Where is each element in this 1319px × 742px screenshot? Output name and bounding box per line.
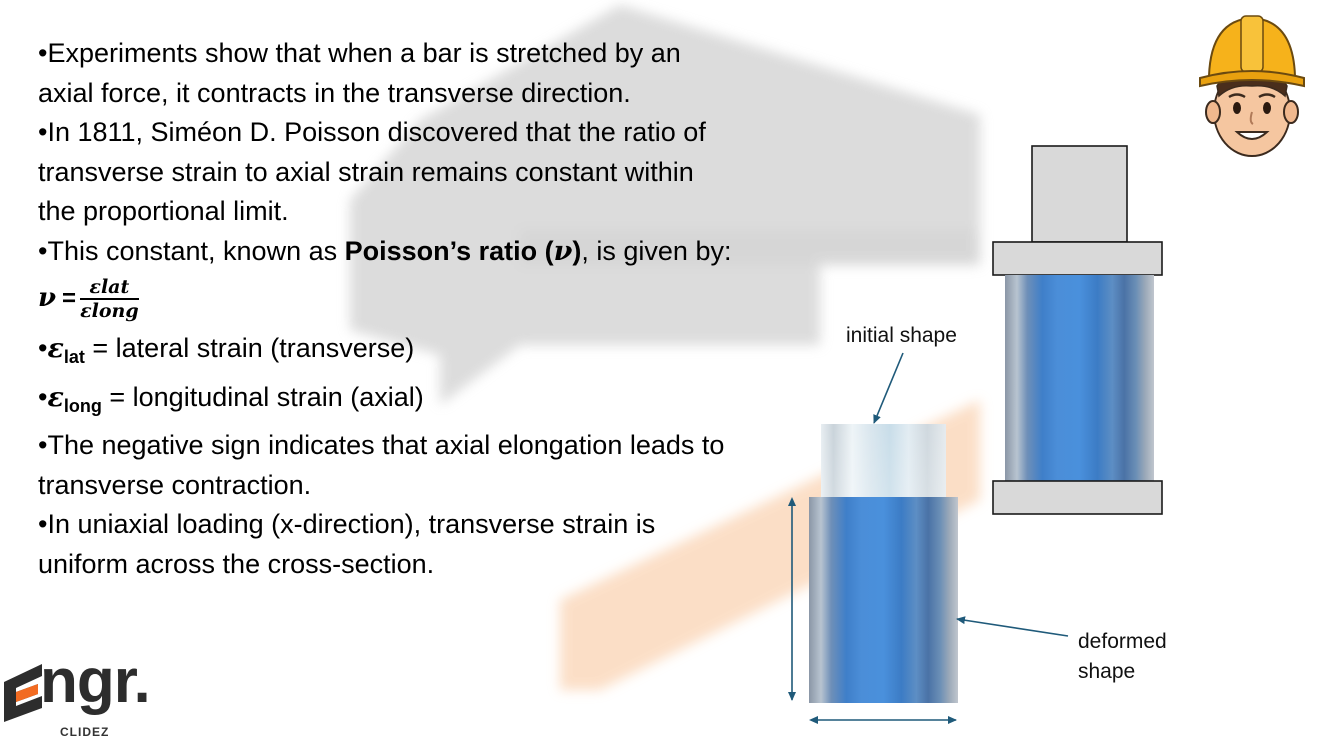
formula-numerator: εlat (89, 276, 129, 298)
logo-e-mark-icon (4, 664, 42, 722)
formula-numerator-symbol: ε (89, 276, 101, 299)
definition-lateral-symbol: ε (47, 333, 64, 364)
label-deformed-line1: deformed (1078, 630, 1167, 653)
definition-longitudinal-symbol: ε (47, 381, 64, 413)
nu-symbol: ν (553, 235, 573, 267)
bullet-negative-sign-line1: •The negative sign indicates that axial … (38, 430, 725, 460)
test-fixture (992, 145, 1163, 515)
deformed-shape-bar (809, 497, 958, 703)
definition-lateral-text: = lateral strain (transverse) (84, 333, 415, 363)
brand-logo: ngr. CLIDEZ (0, 647, 175, 742)
initial-shape-pointer (873, 352, 904, 424)
poissons-ratio-label: Poisson’s ratio ( (344, 235, 554, 266)
fixture-top-plate (992, 241, 1163, 276)
fixture-top-block (1031, 145, 1128, 243)
fixture-bottom-plate (992, 480, 1163, 515)
bullet-uniaxial-line1: •In uniaxial loading (x-direction), tran… (38, 509, 656, 539)
bullet-constant: •This constant, known as Poisson’s ratio… (38, 232, 798, 272)
fixture-specimen-bar (1005, 275, 1154, 481)
label-deformed-line2: shape (1078, 660, 1136, 683)
formula-fraction: εlat εlong (80, 276, 139, 322)
definition-longitudinal-text: = longitudinal strain (axial) (101, 381, 424, 412)
formula-equals: = (62, 285, 77, 313)
deformed-shape-pointer (956, 616, 1069, 637)
bullet-negative-sign-line2: transverse contraction. (38, 469, 312, 500)
formula-denominator-sub: long (91, 299, 139, 322)
definition-lateral-bullet: • (38, 333, 48, 363)
formula-denominator-symbol: ε (80, 299, 92, 322)
slide-body: •Experiments show that when a bar is str… (38, 34, 798, 584)
poissons-ratio-close: ) (572, 235, 582, 266)
formula-lhs: ν (38, 283, 57, 314)
bullet-poisson-line3: the proportional limit. (38, 196, 289, 226)
bullet-poisson-line1: •In 1811, Siméon D. Poisson discovered t… (38, 117, 706, 147)
definition-lateral-sub: lat (63, 347, 85, 367)
formula-numerator-sub: lat (100, 276, 130, 299)
bullet-experiments-line1: •Experiments show that when a bar is str… (38, 38, 681, 68)
definition-longitudinal-bullet: • (38, 381, 48, 412)
fraction-bar (80, 298, 139, 300)
poissons-ratio-term: Poisson’s ratio (ν) (344, 235, 582, 267)
bullet-poisson-line2: transverse strain to axial strain remain… (38, 156, 694, 187)
engineer-avatar-icon (1199, 15, 1305, 157)
definition-longitudinal-sub: long (63, 395, 102, 416)
label-initial-shape: initial shape (846, 324, 957, 347)
logo-subtext: CLIDEZ (60, 725, 110, 739)
formula-denominator: εlong (80, 300, 139, 322)
bullet-experiments-line2: axial force, it contracts in the transve… (38, 77, 631, 108)
logo-wordmark: ngr. (40, 647, 151, 716)
bullet-uniaxial-line2: uniform across the cross-section. (38, 548, 435, 579)
poisson-formula: ν = εlat εlong (38, 273, 798, 325)
definition-lateral: •εlat = lateral strain (transverse) (38, 329, 798, 378)
definition-longitudinal: •εlong = longitudinal strain (axial) (38, 378, 798, 427)
bullet-constant-post: , is given by: (581, 235, 732, 266)
bullet-constant-pre: •This constant, known as (38, 235, 345, 266)
